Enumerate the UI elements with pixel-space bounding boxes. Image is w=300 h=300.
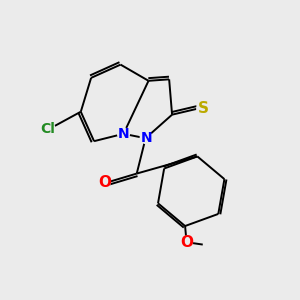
Circle shape	[197, 103, 209, 115]
Text: O: O	[180, 235, 193, 250]
Circle shape	[40, 122, 55, 137]
Circle shape	[118, 128, 129, 140]
Text: N: N	[118, 127, 129, 141]
Text: N: N	[140, 130, 152, 145]
Text: O: O	[98, 175, 111, 190]
Text: S: S	[197, 101, 208, 116]
Text: Cl: Cl	[40, 122, 55, 136]
Circle shape	[98, 176, 110, 188]
Circle shape	[181, 236, 192, 248]
Circle shape	[140, 132, 152, 143]
